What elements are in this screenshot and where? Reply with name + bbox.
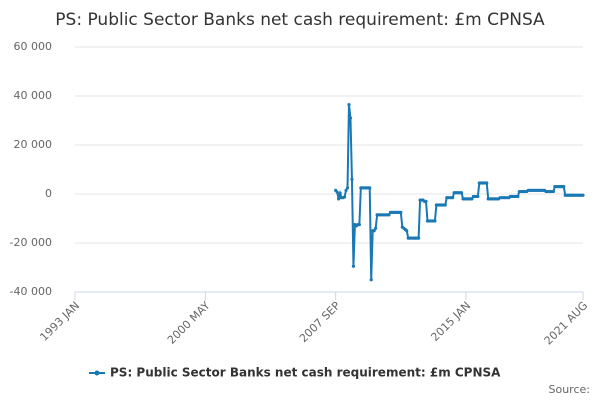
data-point [476, 194, 480, 199]
data-point [417, 236, 421, 240]
x-tick-label: 2000 MAY [165, 299, 213, 347]
data-point [374, 226, 378, 230]
legend-marker [94, 370, 100, 376]
data-point [369, 278, 373, 282]
data-point [470, 197, 474, 201]
y-tick-label: 60 000 [14, 40, 53, 53]
data-point [357, 223, 361, 227]
data-point [485, 181, 489, 185]
y-tick-label: 40 000 [14, 89, 53, 102]
data-point [387, 213, 391, 217]
data-point [581, 193, 585, 197]
data-point [516, 194, 520, 199]
data-point [344, 188, 348, 192]
legend-label: PS: Public Sector Banks net cash require… [110, 366, 501, 380]
x-tick-label: 1993 JAN [37, 299, 82, 344]
source: Source: [549, 383, 591, 396]
data-point [335, 190, 339, 194]
data-point [351, 264, 356, 268]
data-point [347, 102, 351, 107]
data-point [551, 189, 555, 194]
data-point [459, 191, 464, 195]
data-point [337, 197, 341, 201]
data-point [424, 199, 428, 203]
data-point [368, 186, 372, 190]
data-point [562, 185, 566, 189]
y-tick-label: 0 [45, 187, 52, 200]
data-point [345, 186, 350, 190]
data-point [350, 177, 354, 181]
x-tick-label: 2021 AUG [542, 299, 591, 348]
y-tick-label: 20 000 [14, 138, 53, 151]
data-point [399, 210, 403, 214]
data-point [433, 219, 437, 223]
chart-title: PS: Public Sector Banks net cash require… [55, 10, 545, 30]
y-tick-label: -20 000 [10, 236, 52, 249]
data-point [443, 203, 447, 207]
x-tick-label: 2015 JAN [428, 299, 473, 344]
x-tick-label: 2007 SEP [297, 299, 343, 345]
data-point [342, 195, 347, 199]
data-point [405, 229, 409, 233]
data-point [348, 116, 353, 120]
data-point [372, 229, 376, 233]
data-point [338, 191, 342, 195]
data-point [451, 196, 455, 200]
y-tick-label: -40 000 [10, 285, 52, 298]
